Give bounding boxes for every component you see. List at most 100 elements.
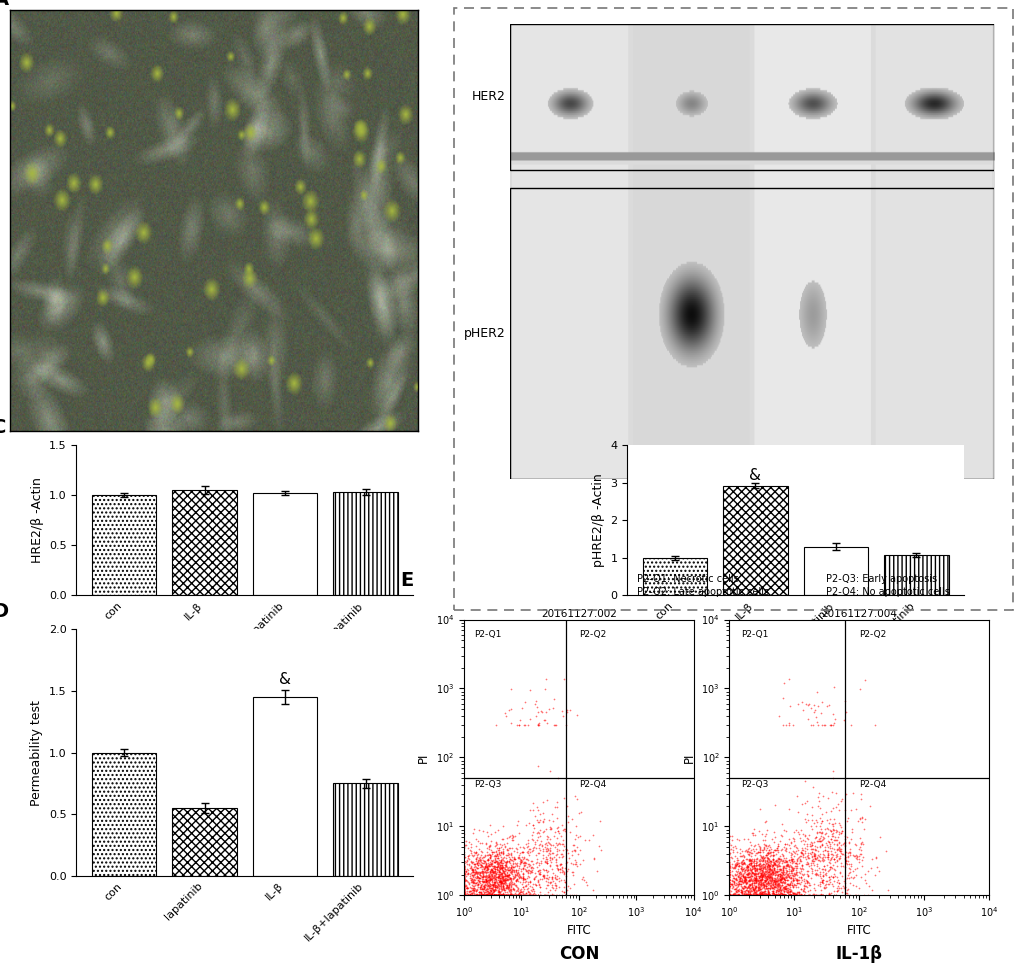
Point (761, 888, 777, 903)
Point (792, 833, 808, 849)
Point (481, 877, 497, 892)
Point (763, 845, 780, 861)
Point (771, 888, 788, 903)
Point (486, 888, 502, 903)
Point (750, 853, 766, 868)
Point (788, 864, 804, 880)
Point (768, 888, 785, 903)
Point (765, 879, 782, 894)
Point (744, 879, 760, 894)
Point (788, 888, 804, 903)
Point (536, 862, 552, 878)
Point (749, 877, 765, 892)
Point (504, 853, 521, 868)
Point (494, 852, 511, 867)
Point (543, 879, 559, 894)
Point (797, 814, 813, 830)
Point (512, 852, 528, 867)
Point (751, 856, 767, 871)
Point (728, 872, 744, 888)
Point (538, 888, 554, 903)
Point (730, 888, 746, 903)
Point (477, 868, 493, 884)
Point (493, 874, 510, 890)
Point (771, 869, 788, 885)
Point (482, 876, 498, 892)
Point (828, 849, 845, 864)
Point (484, 886, 500, 901)
Point (767, 888, 784, 903)
Point (483, 861, 499, 876)
Point (760, 842, 776, 858)
Point (460, 848, 476, 863)
Point (532, 842, 548, 858)
Point (780, 868, 796, 884)
Point (555, 864, 572, 880)
Point (769, 888, 786, 903)
Point (455, 849, 472, 864)
Point (758, 868, 774, 884)
Point (502, 846, 519, 862)
Point (819, 848, 836, 863)
Point (816, 862, 833, 878)
Point (742, 888, 758, 903)
Point (825, 830, 842, 845)
Point (818, 858, 835, 873)
Point (802, 701, 818, 716)
Point (469, 877, 485, 892)
Point (764, 852, 781, 867)
Point (877, 843, 894, 859)
Point (517, 863, 533, 879)
Point (494, 888, 511, 903)
Point (481, 878, 497, 893)
Point (755, 852, 771, 867)
Point (769, 854, 786, 869)
Point (760, 842, 776, 858)
Point (757, 888, 773, 903)
Point (782, 888, 798, 903)
Point (754, 860, 770, 875)
Point (753, 854, 769, 869)
Point (751, 859, 767, 874)
Point (501, 888, 518, 903)
Point (811, 818, 827, 833)
Point (492, 881, 508, 896)
Point (476, 848, 492, 863)
Point (807, 866, 823, 882)
Point (537, 822, 553, 837)
Point (464, 861, 480, 876)
Point (510, 717, 526, 733)
Point (832, 848, 848, 863)
Point (742, 888, 758, 903)
Point (490, 888, 506, 903)
Point (556, 874, 573, 890)
Point (566, 852, 582, 867)
Point (745, 888, 761, 903)
Point (829, 825, 846, 840)
Point (538, 840, 554, 856)
Point (770, 888, 787, 903)
Point (819, 790, 836, 805)
Point (548, 888, 565, 903)
Point (771, 884, 788, 899)
Point (540, 847, 556, 862)
Point (498, 853, 515, 868)
Point (520, 865, 536, 881)
Point (747, 875, 763, 891)
Point (539, 841, 555, 857)
Point (483, 862, 499, 877)
Point (754, 888, 770, 903)
Point (787, 872, 803, 888)
Point (466, 856, 482, 871)
Point (455, 878, 472, 893)
Point (455, 888, 472, 903)
Point (521, 886, 537, 901)
Point (744, 875, 760, 891)
Point (496, 888, 513, 903)
Point (746, 860, 762, 875)
Point (578, 878, 594, 893)
Point (720, 888, 737, 903)
Point (739, 883, 755, 898)
Point (492, 861, 508, 876)
Point (517, 817, 533, 832)
